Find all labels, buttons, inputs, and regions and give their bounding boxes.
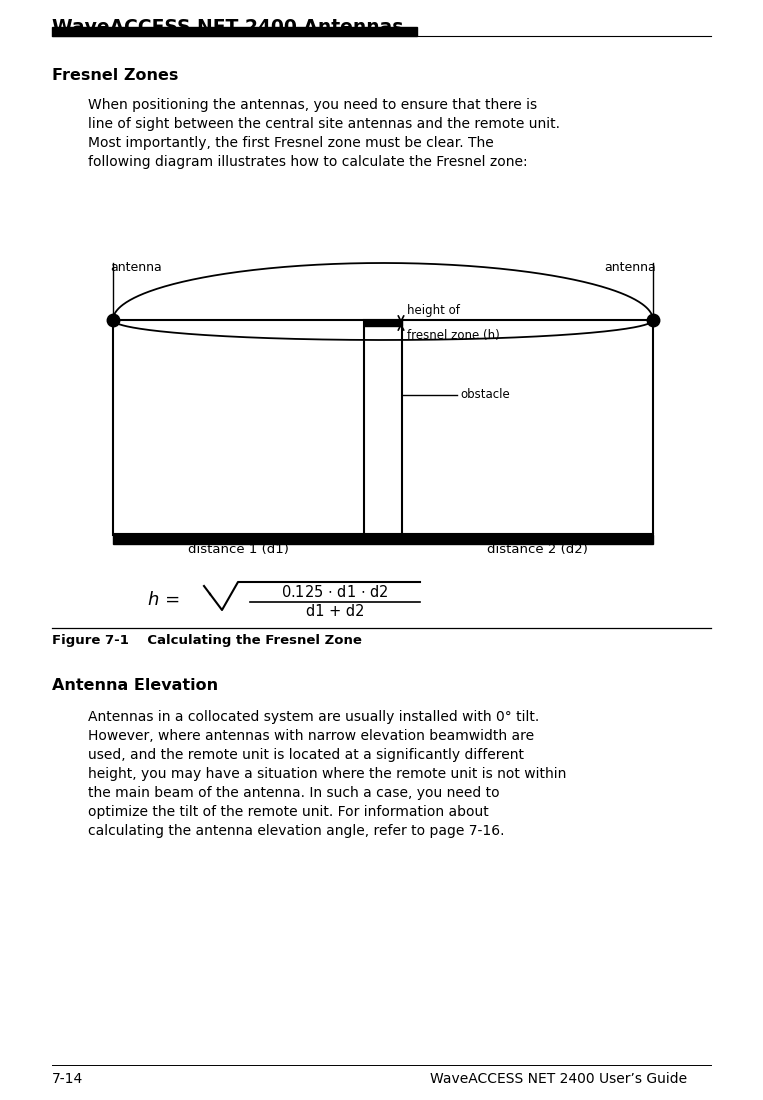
Text: d1 + d2: d1 + d2 — [306, 604, 364, 619]
Bar — [364, 320, 402, 535]
Text: WaveACCESS NET 2400 Antennas: WaveACCESS NET 2400 Antennas — [52, 18, 404, 37]
Bar — [364, 320, 402, 326]
Text: Antennas in a collocated system are usually installed with 0° tilt.
However, whe: Antennas in a collocated system are usua… — [88, 710, 566, 838]
Bar — [52, 28, 417, 36]
Text: WaveACCESS NET 2400 User’s Guide: WaveACCESS NET 2400 User’s Guide — [430, 1072, 687, 1086]
Text: Fresnel Zones: Fresnel Zones — [52, 68, 179, 82]
Text: distance 2 (d2): distance 2 (d2) — [487, 543, 588, 556]
Bar — [113, 320, 653, 535]
Text: Antenna Elevation: Antenna Elevation — [52, 678, 218, 693]
Text: 7-14: 7-14 — [52, 1072, 83, 1086]
Text: When positioning the antennas, you need to ensure that there is
line of sight be: When positioning the antennas, you need … — [88, 98, 560, 168]
Text: fresnel zone (h): fresnel zone (h) — [407, 329, 500, 342]
Text: antenna: antenna — [110, 261, 162, 274]
Text: h =: h = — [148, 591, 180, 609]
Text: height of: height of — [407, 304, 460, 317]
Text: 0.125 $\cdot$ d1 $\cdot$ d2: 0.125 $\cdot$ d1 $\cdot$ d2 — [282, 584, 389, 600]
Text: obstacle: obstacle — [460, 388, 510, 401]
Text: antenna: antenna — [604, 261, 656, 274]
Bar — [113, 535, 653, 544]
Text: distance 1 (d1): distance 1 (d1) — [188, 543, 289, 556]
Text: Figure 7-1    Calculating the Fresnel Zone: Figure 7-1 Calculating the Fresnel Zone — [52, 634, 362, 647]
